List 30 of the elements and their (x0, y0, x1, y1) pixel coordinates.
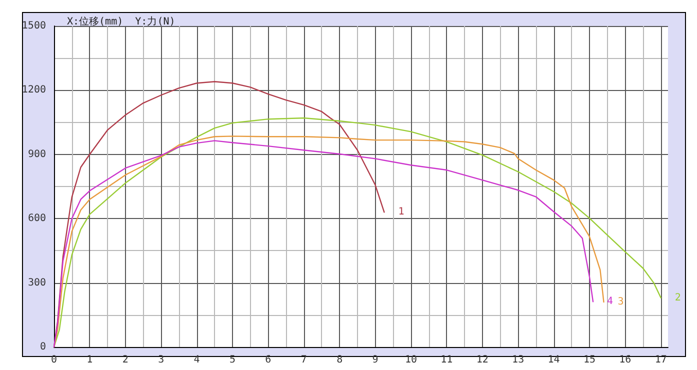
x-tick-label: 7 (300, 354, 307, 366)
x-tick-label: 2 (122, 354, 128, 366)
x-tick-label: 16 (619, 354, 632, 366)
x-tick-label: 10 (404, 354, 417, 366)
x-tick-label: 17 (654, 354, 667, 366)
x-tick-label: 11 (440, 354, 453, 366)
x-tick-label: 15 (583, 354, 596, 366)
y-tick-label: 900 (28, 148, 46, 160)
y-tick-label: 1200 (22, 84, 46, 96)
chart-title: X:位移(mm) Y:力(N) (67, 16, 176, 28)
y-tick-label: 300 (28, 277, 46, 288)
x-tick-label: 8 (336, 354, 343, 366)
series-label: 3 (618, 296, 624, 308)
y-tick-label: 1500 (22, 20, 46, 32)
x-tick-label: 3 (158, 354, 164, 366)
y-tick-label: 600 (28, 213, 46, 224)
y-tick-label: 0 (40, 342, 46, 352)
x-tick-label: 12 (476, 354, 488, 366)
x-tick-label: 1 (86, 354, 93, 366)
series-label: 1 (398, 206, 404, 218)
line-series (53, 117, 662, 348)
x-tick-label: 4 (194, 354, 200, 366)
series-label: 2 (674, 292, 681, 304)
series-label: 4 (607, 296, 614, 308)
x-tick-label: 13 (512, 354, 524, 366)
x-tick-label: 5 (229, 354, 236, 366)
x-tick-label: 9 (372, 354, 378, 366)
x-tick-label: 14 (548, 354, 560, 366)
x-tick-label: 0 (50, 354, 58, 366)
x-tick-label: 6 (265, 354, 272, 366)
